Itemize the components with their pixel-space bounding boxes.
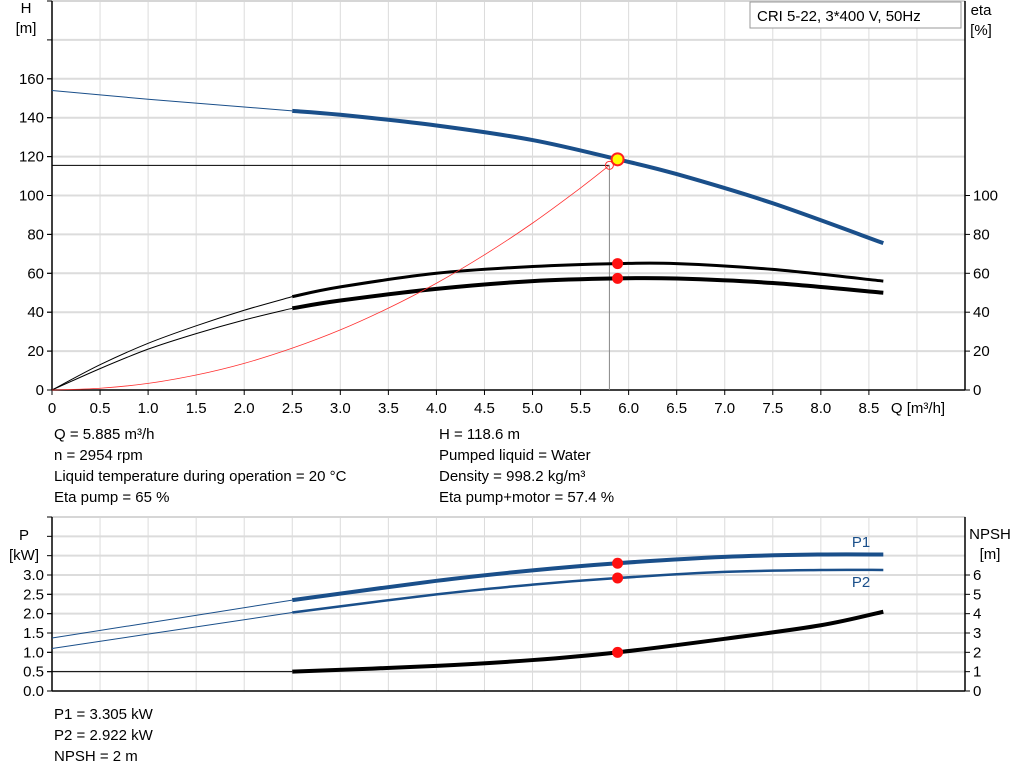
y-tick-label-right: 5 <box>973 586 981 603</box>
curve-head <box>292 108 884 246</box>
x-tick-label: 4.5 <box>474 400 495 417</box>
y-axis-label-right-unit: [%] <box>970 22 992 39</box>
curve-NPSH <box>292 609 884 674</box>
y-tick-label-right: 3 <box>973 625 981 642</box>
info-speed: n = 2954 rpm <box>54 447 143 464</box>
x-tick-label: 0 <box>48 400 56 417</box>
requested-point-marker <box>604 160 614 170</box>
y-tick-label-left: 0.5 <box>23 664 44 681</box>
y-tick-label-left: 2.0 <box>23 606 44 623</box>
duty-marker-NPSH <box>612 646 624 658</box>
x-axis-label: Q [m³/h] <box>891 400 945 417</box>
y-tick-label-right: 0 <box>973 382 981 399</box>
duty-point-marker <box>610 152 625 167</box>
y-tick-label-left: 1.0 <box>23 644 44 661</box>
x-tick-label: 0.5 <box>90 400 111 417</box>
x-tick-label: 7.5 <box>762 400 783 417</box>
x-tick-label: 8.0 <box>810 400 831 417</box>
info-flow: Q = 5.885 m³/h <box>54 426 155 443</box>
y-axis-label-left-unit: [kW] <box>9 547 39 564</box>
y-tick-label-left: 20 <box>27 343 44 360</box>
info-top-right: H = 118.6 m Pumped liquid = Water Densit… <box>439 424 614 508</box>
curve-P2-thin <box>51 612 293 649</box>
curve-P2 <box>292 568 884 614</box>
x-tick-label: 5.5 <box>570 400 591 417</box>
y-tick-label-left: 120 <box>19 149 44 166</box>
y-tick-label-right: 0 <box>973 683 981 700</box>
y-tick-label-left: 40 <box>27 304 44 321</box>
curve-eta-total-thin <box>51 307 293 391</box>
y-axis-label-right-unit: [m] <box>980 546 1001 563</box>
y-tick-label-right: 80 <box>973 226 990 243</box>
info-head: H = 118.6 m <box>439 426 521 443</box>
x-tick-label: 1.0 <box>138 400 159 417</box>
y-axis-label-left: H <box>21 0 32 17</box>
curve-eta-pump <box>291 261 884 299</box>
x-tick-label: 2.0 <box>234 400 255 417</box>
chart-0 <box>47 0 970 395</box>
plot-frame <box>51 516 966 692</box>
x-tick-label: 1.5 <box>186 400 207 417</box>
y-tick-label-right: 100 <box>973 188 998 205</box>
x-tick-label: 5.0 <box>522 400 543 417</box>
y-tick-label-left: 80 <box>27 226 44 243</box>
x-tick-label: 3.5 <box>378 400 399 417</box>
duty-marker-P2 <box>612 572 624 584</box>
y-tick-label-left: 3.0 <box>23 567 44 584</box>
y-axis-label-right: eta <box>971 2 993 19</box>
info-liquid: Pumped liquid = Water <box>439 447 591 464</box>
y-tick-label-right: 4 <box>973 606 981 623</box>
y-tick-label-left: 1.5 <box>23 625 44 642</box>
y-tick-label-right: 2 <box>973 644 981 661</box>
x-tick-label: 6.5 <box>666 400 687 417</box>
y-tick-label-right: 20 <box>973 343 990 360</box>
eta-total-marker <box>612 272 624 284</box>
x-tick-label: 2.5 <box>282 400 303 417</box>
info-temperature: Liquid temperature during operation = 20… <box>54 468 347 485</box>
info-bottom: P1 = 3.305 kW P2 = 2.922 kW NPSH = 2 m <box>54 704 153 767</box>
curve-eta-total <box>291 276 884 311</box>
info-eta-pump: Eta pump = 65 % <box>54 489 170 506</box>
title-box <box>749 1 962 29</box>
info-density: Density = 998.2 kg/m³ <box>439 468 586 485</box>
x-tick-label: 6.0 <box>618 400 639 417</box>
series-label-P2: P2 <box>852 574 870 591</box>
info-top-left: Q = 5.885 m³/h n = 2954 rpm Liquid tempe… <box>54 424 346 508</box>
y-tick-label-right: 1 <box>973 664 981 681</box>
y-tick-label-left: 0 <box>36 382 44 399</box>
y-tick-label-left: 160 <box>19 71 44 88</box>
info-p2: P2 = 2.922 kW <box>54 727 153 744</box>
y-tick-label-left: 140 <box>19 110 44 127</box>
x-tick-label: 3.0 <box>330 400 351 417</box>
y-tick-label-left: 2.5 <box>23 586 44 603</box>
info-p1: P1 = 3.305 kW <box>54 706 153 723</box>
curve-P1-thin <box>51 599 293 639</box>
x-tick-label: 7.0 <box>714 400 735 417</box>
y-tick-label-right: 6 <box>973 567 981 584</box>
eta-pump-marker <box>612 258 624 270</box>
y-axis-label-left: P <box>19 527 29 544</box>
curve-P1 <box>291 552 884 603</box>
curve-system-curve <box>51 165 610 391</box>
x-tick-label: 8.5 <box>858 400 879 417</box>
y-tick-label-right: 60 <box>973 265 990 282</box>
y-tick-label-right: 40 <box>973 304 990 321</box>
curve-eta-pump-thin <box>51 296 293 391</box>
y-tick-label-left: 60 <box>27 265 44 282</box>
y-tick-label-left: 100 <box>19 188 44 205</box>
x-tick-label: 4.0 <box>426 400 447 417</box>
info-npsh: NPSH = 2 m <box>54 748 138 765</box>
y-tick-label-left: 0.0 <box>23 683 44 700</box>
y-axis-label-right: NPSH <box>969 526 1011 543</box>
curve-head-thin <box>51 89 293 112</box>
info-eta-total: Eta pump+motor = 57.4 % <box>439 489 615 506</box>
duty-marker-P1 <box>612 557 624 569</box>
y-axis-label-left-unit: [m] <box>16 20 37 37</box>
title-box-text: CRI 5-22, 3*400 V, 50Hz <box>757 8 921 25</box>
chart-1 <box>47 516 970 692</box>
series-label-P1: P1 <box>852 534 870 551</box>
